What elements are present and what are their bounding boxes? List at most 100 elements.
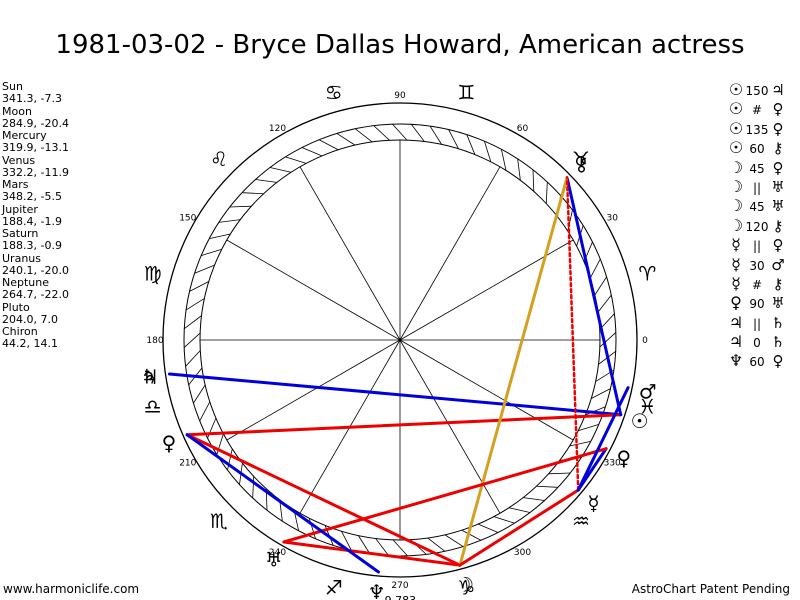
- zodiac-tick: [199, 401, 211, 422]
- position-coords: 341.3, -7.3: [2, 92, 62, 106]
- position-coords: 188.4, -1.9: [2, 214, 62, 228]
- planet-glyph-uranus: ♅: [265, 547, 283, 571]
- zodiac-sign-glyph: ♏: [210, 509, 228, 533]
- spoke-line: [399, 339, 574, 441]
- zodiac-signs: ♈ ♉ ♊ ♋ ♌ ♍ ♎ ♏ ♐ ♑ ♒ ♓: [144, 81, 657, 600]
- aspect-entry: ☉ 135 ♀: [727, 119, 799, 138]
- aspect-planet-2: ♂: [771, 255, 785, 274]
- degree-label: 180: [146, 336, 163, 346]
- spoke-line: [399, 239, 574, 341]
- zodiac-tick: [585, 406, 606, 416]
- aspect-planet-1: ♃: [728, 332, 744, 352]
- aspect-line: [565, 176, 580, 492]
- zodiac-tick: [354, 128, 373, 143]
- degree-label: 120: [269, 124, 286, 134]
- neptune-note: 9,783: [385, 594, 417, 600]
- aspect-planet-1: ♀: [730, 293, 742, 313]
- spoke-line: [299, 166, 401, 341]
- footer-website[interactable]: www.harmoniclife.com: [3, 582, 140, 596]
- zodiac-tick: [358, 535, 371, 555]
- position-coords: 188.3, -0.9: [2, 239, 62, 253]
- aspect-type: 150: [745, 84, 769, 98]
- position-planet-name: Neptune: [2, 276, 50, 289]
- zodiac-tick: [279, 499, 283, 522]
- aspect-entry: ☉ # ♀: [727, 99, 799, 118]
- aspect-entry: ☿ || ♀: [727, 235, 799, 254]
- aspect-line: [185, 433, 462, 567]
- zodiac-tick: [597, 294, 612, 313]
- zodiac-tick: [252, 476, 255, 498]
- aspect-planet-2: ♄: [771, 333, 785, 352]
- aspect-entry: ☿ # ⚷: [727, 274, 799, 293]
- zodiac-tick: [392, 123, 408, 141]
- zodiac-tick: [599, 332, 617, 348]
- aspect-planet-2: ♄: [771, 313, 785, 332]
- zodiac-tick: [548, 472, 571, 475]
- zodiac-tick: [466, 134, 476, 155]
- position-planet-name: Jupiter: [2, 202, 38, 216]
- zodiac-tick: [517, 158, 521, 181]
- aspect-planet-2: ♅: [771, 294, 785, 313]
- aspect-entry: ☉ 60 ⚷: [727, 138, 799, 157]
- zodiac-tick: [569, 441, 591, 447]
- aspect-line: [185, 413, 622, 437]
- zodiac-tick: [429, 125, 442, 145]
- zodiac-tick: [227, 448, 233, 471]
- spoke-line: [226, 239, 401, 341]
- zodiac-tick: [594, 276, 607, 296]
- wheel-spokes: [200, 140, 600, 540]
- aspect-planet-2: ⚷: [772, 139, 784, 158]
- zodiac-tick: [229, 205, 252, 208]
- position-coords: 284.9, -20.4: [2, 116, 69, 130]
- degree-labels: 0 30 60 90 120 150 180 210 240 270 300 330: [146, 91, 648, 591]
- planet-glyph-pluto: ♀: [162, 431, 177, 455]
- zodiac-tick: [493, 516, 515, 524]
- position-planet-name: Uranus: [2, 251, 41, 265]
- position-entry: Pluto 204.0, 7.0: [2, 301, 122, 327]
- zodiac-sign-glyph: ♉: [572, 147, 590, 171]
- aspect-planet-2: ♅: [771, 177, 785, 196]
- aspect-planet-1: ☽: [728, 215, 744, 235]
- aspect-line: [168, 372, 623, 417]
- zodiac-tick: [508, 507, 531, 513]
- zodiac-tick: [242, 192, 264, 195]
- aspect-planet-2: ♀: [772, 158, 784, 177]
- zodiac-sign-glyph: ♓: [638, 394, 656, 418]
- zodiac-tick: [301, 147, 323, 157]
- position-entry: Moon 284.9, -20.4: [2, 105, 122, 131]
- degree-label: 330: [604, 459, 621, 469]
- position-entry: Saturn 188.3, -0.9: [2, 227, 122, 253]
- aspect-list: ☉ 150 ♃ ☉ # ♀ ☉ 135 ♀ ☉ 60 ⚷ ☽ 45 ♀ ☽ || ♅ ☽ 45 ♅ ☽ 120 ⚷ ☿ || ♀ ☿ 3…: [727, 80, 799, 371]
- aspect-entry: ♃ 0 ♄: [727, 332, 799, 351]
- zodiac-tick: [461, 529, 482, 541]
- aspect-type: 0: [753, 336, 761, 351]
- zodiac-sign-glyph: ♒: [572, 509, 590, 533]
- aspect-planet-2: ♅: [771, 197, 785, 216]
- aspect-planet-1: ☽: [728, 157, 744, 177]
- aspect-line: [458, 176, 569, 567]
- chart-title: 1981-03-02 - Bryce Dallas Howard, Americ…: [55, 30, 745, 60]
- zodiac-sign-glyph: ♊: [457, 81, 475, 105]
- aspect-type: #: [751, 103, 763, 118]
- zodiac-tick: [375, 538, 390, 556]
- aspect-line: [565, 176, 623, 417]
- position-entry: Mars 348.2, -5.5: [2, 178, 122, 204]
- position-entry: Sun 341.3, -7.3: [2, 80, 122, 106]
- aspect-line: [458, 488, 580, 567]
- position-entry: Neptune 264.7, -22.0: [2, 276, 122, 302]
- zodiac-tick: [410, 124, 425, 142]
- position-planet-name: Sun: [2, 80, 23, 93]
- zodiac-tick: [448, 129, 459, 149]
- aspect-entry: ☽ 120 ⚷: [727, 216, 799, 235]
- aspect-entry: ☉ 150 ♃: [727, 80, 799, 99]
- aspect-planet-2: ♀: [772, 119, 784, 138]
- aspect-type: 45: [749, 161, 765, 176]
- zodiac-tick: [285, 156, 307, 164]
- aspect-planet-2: ♀: [772, 236, 784, 255]
- degree-label: 240: [269, 548, 286, 558]
- zodiac-tick: [591, 388, 611, 399]
- planet-glyph-venus: ♀: [616, 446, 631, 470]
- zodiac-tick: [578, 424, 599, 432]
- aspect-planet-2: ⚷: [772, 274, 784, 293]
- planet-glyph-moon: ☽: [456, 573, 474, 597]
